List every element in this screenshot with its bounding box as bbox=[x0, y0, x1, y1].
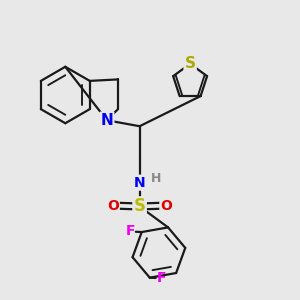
Text: H: H bbox=[151, 172, 161, 185]
Text: S: S bbox=[134, 197, 146, 215]
Text: N: N bbox=[134, 176, 146, 190]
Text: O: O bbox=[160, 199, 172, 213]
Text: F: F bbox=[156, 271, 166, 285]
Text: F: F bbox=[126, 224, 135, 239]
Text: N: N bbox=[100, 113, 113, 128]
Text: O: O bbox=[107, 199, 119, 213]
Text: S: S bbox=[184, 56, 196, 71]
